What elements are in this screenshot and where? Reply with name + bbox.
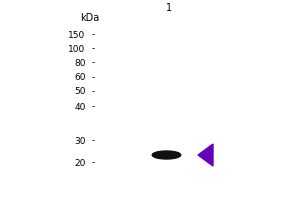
Text: 150: 150 xyxy=(68,30,86,40)
Text: 20: 20 xyxy=(74,158,85,168)
Text: -: - xyxy=(92,88,95,97)
Text: -: - xyxy=(92,158,95,168)
Text: 100: 100 xyxy=(68,45,86,53)
Text: -: - xyxy=(92,73,95,82)
Text: 80: 80 xyxy=(74,58,85,68)
Text: 50: 50 xyxy=(74,88,85,97)
Text: 1: 1 xyxy=(167,3,172,13)
Text: 60: 60 xyxy=(74,73,85,82)
Text: 30: 30 xyxy=(74,136,85,146)
Polygon shape xyxy=(198,144,213,166)
Text: -: - xyxy=(92,45,95,53)
Text: -: - xyxy=(92,102,95,112)
Text: kDa: kDa xyxy=(80,13,100,23)
Text: -: - xyxy=(92,136,95,146)
Text: -: - xyxy=(92,30,95,40)
Text: -: - xyxy=(92,58,95,68)
Ellipse shape xyxy=(152,151,181,159)
Text: 40: 40 xyxy=(74,102,85,112)
